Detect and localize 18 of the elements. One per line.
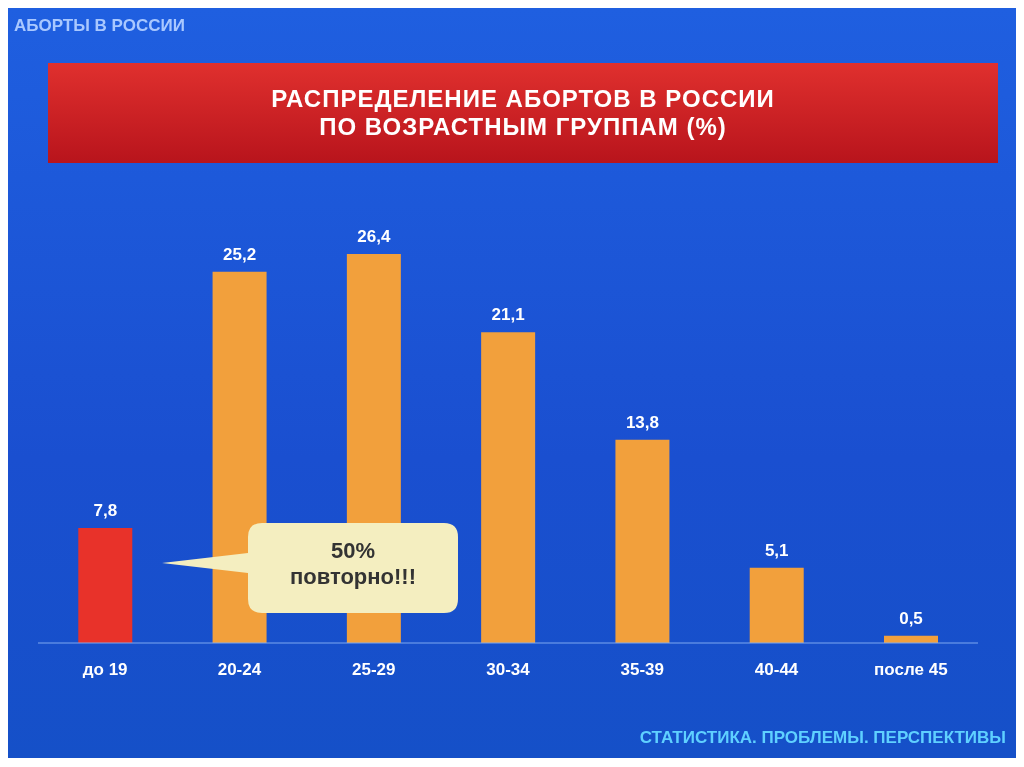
x-tick-label: 30-34 <box>486 660 531 680</box>
x-tick-label: до 19 <box>82 660 128 680</box>
annotation: 50% повторно!!! <box>289 538 417 590</box>
data-label: 0,5 <box>899 608 923 628</box>
data-label: 21,1 <box>491 305 525 325</box>
chart-title: РАСПРЕДЕЛЕНИЕ АБОРТОВ В РОССИИ ПО ВОЗРАСТНЫМ ГРУППАМ (%) <box>271 85 775 141</box>
text: АБОРТЫ В РОССИИ <box>14 16 185 36</box>
data-label: 5,1 <box>764 540 789 560</box>
x-tick-label: 20-24 <box>217 660 262 680</box>
x-tick-label: 35-39 <box>620 660 665 680</box>
data-label: 7,8 <box>93 501 118 521</box>
x-tick-label: 40-44 <box>754 660 799 680</box>
data-label: 25,2 <box>223 244 257 264</box>
x-tick-label: 25-29 <box>351 660 396 680</box>
text: СТАТИСТИКА. ПРОБЛЕМЫ. ПЕРСПЕКТИВЫ <box>639 728 1006 748</box>
data-label: 13,8 <box>625 412 659 432</box>
data-label: 26,4 <box>357 227 391 247</box>
x-tick-label: после 45 <box>874 660 948 680</box>
